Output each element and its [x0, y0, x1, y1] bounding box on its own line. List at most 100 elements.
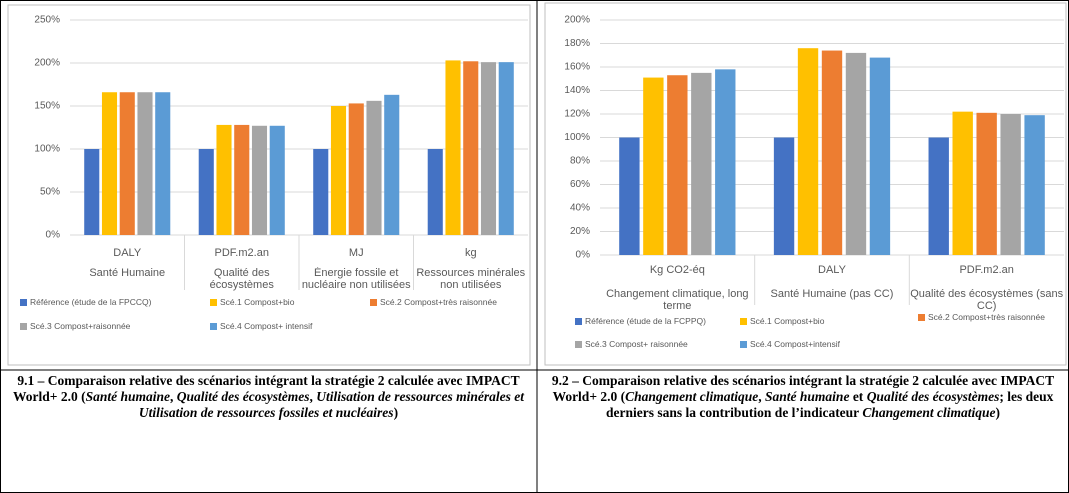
legend-label: Scé.3 Compost+ raisonnée	[585, 340, 688, 349]
legend-label: Scé.3 Compost+raisonnée	[30, 322, 131, 331]
y-tick-label: 200%	[34, 58, 60, 69]
category-group-label: Changement climatique, long terme	[606, 288, 749, 312]
y-tick-label: 200%	[564, 15, 590, 26]
caption-text: ,	[758, 389, 766, 404]
bar	[643, 77, 664, 255]
y-tick-label: 140%	[564, 85, 590, 96]
y-tick-label: 100%	[564, 132, 590, 143]
bar	[427, 149, 443, 235]
legend-label-box: Scé.1 Compost+bio	[220, 298, 295, 307]
legend-label: Scé.4 Compost+ intensif	[220, 322, 313, 331]
category-group-label-box: Santé Humaine	[89, 267, 166, 279]
bar	[84, 149, 100, 235]
category-group-label-box: Ressources minérales non utilisées	[416, 267, 526, 291]
caption-text: 9.2 – Comparaison relative des scénarios…	[551, 373, 1055, 404]
bar	[348, 103, 364, 235]
x-tick-label: DALY	[113, 247, 142, 259]
bar	[1024, 115, 1045, 255]
caption-text: Qualité des écosystèmes	[866, 389, 1000, 404]
legend-swatch	[20, 323, 27, 330]
y-tick-label: 120%	[564, 109, 590, 120]
legend-label: Scé.1 Compost+bio	[220, 298, 295, 307]
legend-swatch	[740, 318, 747, 325]
bar	[137, 92, 153, 236]
category-group-label-box: Qualité des écosystèmes	[209, 267, 274, 291]
y-tick-label: 0%	[46, 230, 61, 241]
bar	[119, 92, 135, 236]
y-tick-label: 150%	[34, 101, 60, 112]
legend-label: Scé.4 Compost+intensif	[750, 340, 841, 349]
caption-text: et	[849, 389, 867, 404]
legend-label-box: Scé.3 Compost+raisonnée	[30, 322, 131, 331]
category-group-label: Qualité des écosystèmes (sans CC)	[910, 288, 1064, 312]
legend-label: Scé.2 Compost+très raisonnée	[928, 313, 1045, 322]
y-tick-label: 20%	[570, 226, 590, 237]
legend-label-box: Scé.2 Compost+très raisonnée	[928, 313, 1045, 322]
caption-text: ,	[169, 389, 177, 404]
caption-text: Utilisation de ressources minérales et U…	[138, 389, 524, 420]
legend-label-box: Scé.2 Compost+très raisonnée	[380, 298, 497, 307]
legend-swatch	[575, 318, 582, 325]
category-group-label: Énergie fossile et nucléaire non utilisé…	[301, 267, 411, 291]
x-tick-label: PDF.m2.an	[215, 247, 269, 259]
caption: 9.1 – Comparaison relative des scénarios…	[0, 371, 537, 491]
legend-swatch	[20, 299, 27, 306]
bar	[234, 124, 250, 235]
bar	[313, 149, 329, 235]
legend-label: Référence (étude de la FPCCQ)	[30, 298, 152, 307]
legend-label: Référence (étude de la FCPPQ)	[585, 317, 706, 326]
x-tick-label: Kg CO2-éq	[650, 264, 705, 276]
y-tick-label: 50%	[40, 187, 60, 198]
bar	[480, 62, 497, 235]
legend-label-box: Scé.4 Compost+ intensif	[220, 322, 313, 331]
caption: 9.2 – Comparaison relative des scénarios…	[537, 371, 1069, 491]
x-tick-label: kg	[465, 247, 477, 259]
bar	[198, 149, 214, 235]
caption-text: )	[995, 405, 1000, 420]
legend-swatch	[918, 314, 925, 321]
bar	[869, 57, 891, 255]
caption-text: ,	[309, 389, 317, 404]
category-group-label: Santé Humaine	[89, 267, 166, 279]
category-group-label: Santé Humaine (pas CC)	[770, 288, 894, 300]
legend-swatch	[210, 323, 217, 330]
caption-text: Santé humaine	[765, 389, 850, 404]
y-tick-label: 40%	[570, 203, 590, 214]
legend-swatch	[210, 299, 217, 306]
bar	[445, 60, 461, 235]
legend-label-box: Référence (étude de la FCPPQ)	[585, 317, 706, 326]
bar	[976, 112, 997, 255]
category-group-label-box: Qualité des écosystèmes (sans CC)	[910, 288, 1064, 312]
caption-text: Santé humaine	[85, 389, 170, 404]
bar	[619, 137, 640, 255]
bar	[845, 52, 867, 256]
bar	[216, 124, 232, 235]
legend-label-box: Scé.1 Compost+bio	[750, 317, 825, 326]
y-tick-label: 160%	[564, 62, 590, 73]
bar	[1000, 114, 1021, 255]
caption-text: Qualité des écosystèmes	[176, 389, 310, 404]
bar	[667, 75, 688, 255]
bar	[366, 100, 382, 235]
y-tick-label: 0%	[576, 250, 591, 261]
bar	[952, 111, 973, 256]
y-tick-label: 60%	[570, 179, 590, 190]
bar	[269, 125, 285, 235]
category-group-label-box: Changement climatique, long terme	[606, 288, 749, 312]
bar	[821, 50, 843, 255]
category-group-label-box: Énergie fossile et nucléaire non utilisé…	[301, 267, 411, 291]
legend-label: Scé.1 Compost+bio	[750, 317, 825, 326]
category-group-label: Ressources minérales non utilisées	[416, 267, 526, 291]
legend-swatch	[370, 299, 377, 306]
legend-label: Scé.2 Compost+très raisonnée	[380, 298, 497, 307]
bar	[928, 137, 949, 255]
legend-label-box: Scé.3 Compost+ raisonnée	[585, 340, 688, 349]
y-tick-label: 250%	[34, 15, 60, 26]
bar	[101, 92, 118, 236]
x-tick-label: MJ	[349, 247, 364, 259]
y-tick-label: 180%	[564, 38, 590, 49]
category-group-label: Qualité des écosystèmes	[209, 267, 274, 291]
bar	[330, 106, 347, 235]
legend-swatch	[740, 341, 747, 348]
